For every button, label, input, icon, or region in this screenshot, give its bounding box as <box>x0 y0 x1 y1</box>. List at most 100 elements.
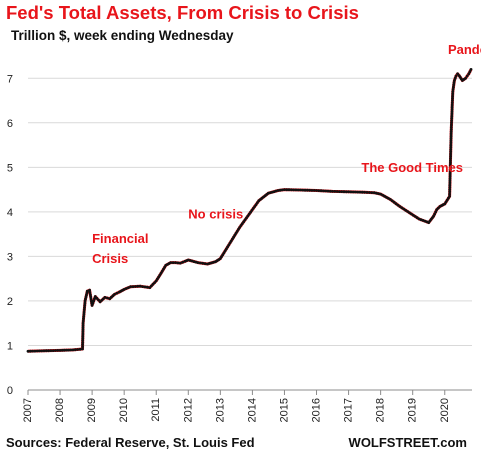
data-point <box>115 291 119 295</box>
x-tick-label: 2009 <box>86 398 98 422</box>
data-point <box>331 190 334 193</box>
y-axis-ticks: 0 1 2 3 4 5 6 7 <box>7 73 13 397</box>
brand-label[interactable]: WOLFSTREET.com <box>348 435 467 450</box>
data-point <box>452 83 456 87</box>
data-point <box>93 295 97 298</box>
x-axis-ticks: 2007 2008 2009 2010 2011 2012 2013 2014 2015 2016… <box>22 390 451 422</box>
data-point <box>434 210 438 214</box>
data-point <box>131 285 135 288</box>
data-point <box>181 260 185 264</box>
data-point <box>449 154 452 158</box>
data-point <box>129 285 133 289</box>
data-point <box>103 296 107 299</box>
series-markers <box>26 67 473 353</box>
data-point <box>449 143 453 147</box>
x-tick-label: 2011 <box>150 398 162 422</box>
x-tick-label: 2017 <box>343 398 355 422</box>
data-point <box>450 105 454 109</box>
data-point <box>450 114 454 118</box>
data-point <box>31 349 34 353</box>
data-point <box>69 348 73 352</box>
x-tick-label: 2012 <box>182 398 194 422</box>
data-point <box>368 191 371 194</box>
data-point <box>344 190 348 194</box>
data-point <box>375 191 378 195</box>
data-point <box>82 308 86 312</box>
source-note: Sources: Federal Reserve, St. Louis Fed <box>6 435 255 450</box>
data-point <box>62 348 66 352</box>
data-point <box>124 287 128 290</box>
y-tick-label: 1 <box>7 340 13 352</box>
data-point <box>451 90 455 93</box>
data-point <box>40 349 44 353</box>
data-point <box>83 301 87 305</box>
data-point <box>449 150 453 154</box>
annotation-label: No crisis <box>188 207 243 222</box>
data-point <box>138 284 142 288</box>
data-point <box>452 85 455 89</box>
data-point <box>317 189 321 193</box>
data-point <box>73 348 77 352</box>
x-tick-label: 2020 <box>439 398 451 422</box>
data-point <box>283 188 286 192</box>
data-point <box>238 226 242 229</box>
data-point <box>448 183 452 187</box>
data-point <box>448 194 451 198</box>
data-point <box>396 203 400 207</box>
data-point <box>38 349 41 353</box>
data-point <box>141 285 145 288</box>
data-point <box>81 339 85 342</box>
data-point <box>81 347 84 351</box>
data-point <box>146 285 149 289</box>
data-point <box>448 163 452 167</box>
data-point <box>81 326 85 329</box>
x-tick-label: 2015 <box>278 398 290 422</box>
data-point <box>464 76 467 80</box>
data-point <box>360 190 364 194</box>
data-point <box>90 299 93 303</box>
data-point <box>60 348 64 352</box>
data-point <box>67 348 70 352</box>
data-point <box>296 188 300 192</box>
data-point <box>449 132 453 136</box>
data-point <box>81 319 85 323</box>
data-point <box>81 336 85 340</box>
data-point <box>453 76 457 80</box>
data-point <box>178 261 182 265</box>
data-point <box>392 200 396 204</box>
data-point <box>356 190 360 194</box>
data-point <box>254 203 258 207</box>
data-point <box>319 189 323 193</box>
data-point <box>82 312 86 316</box>
data-point <box>134 285 137 288</box>
data-point <box>448 170 452 174</box>
x-tick-label: 2013 <box>214 398 226 422</box>
data-point <box>324 189 328 193</box>
data-point <box>448 165 452 169</box>
data-point <box>26 349 30 353</box>
data-point <box>83 306 86 309</box>
data-point <box>81 324 85 327</box>
data-point <box>449 137 453 140</box>
data-point <box>287 188 291 192</box>
data-point <box>448 190 452 194</box>
data-point <box>312 189 316 192</box>
data-point <box>448 179 452 183</box>
data-point <box>449 157 452 160</box>
data-point <box>176 261 180 265</box>
data-point <box>88 291 92 294</box>
data-point <box>448 188 452 192</box>
y-tick-label: 7 <box>7 73 13 85</box>
data-point <box>450 119 453 122</box>
data-point <box>448 172 452 176</box>
data-point <box>456 72 459 76</box>
chart-subtitle: Trillion $, week ending Wednesday <box>11 28 234 43</box>
data-point <box>81 332 85 336</box>
data-point <box>449 134 453 138</box>
data-point <box>449 159 452 163</box>
data-point <box>449 145 453 149</box>
data-point <box>278 188 282 192</box>
data-point <box>333 190 337 193</box>
data-point <box>81 321 85 325</box>
